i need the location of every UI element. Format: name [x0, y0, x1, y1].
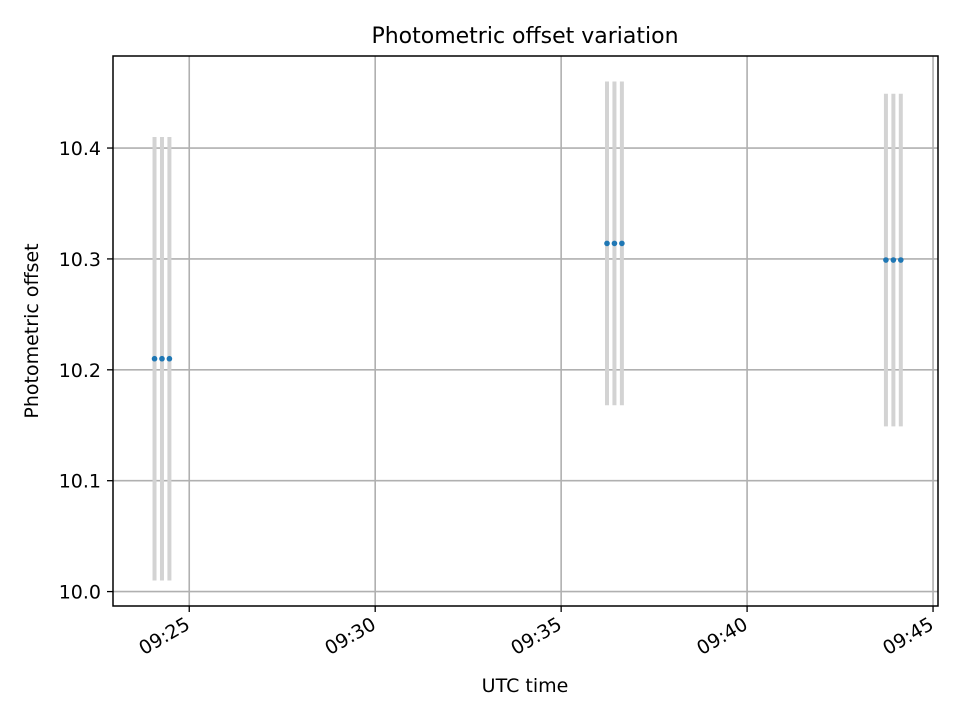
data-point: [159, 355, 165, 362]
y-tick-label: 10.4: [59, 138, 101, 160]
data-point: [883, 257, 889, 263]
y-tick-label: 10.1: [59, 471, 101, 493]
y-axis-label: Photometric offset: [21, 243, 43, 418]
data-point: [166, 355, 173, 362]
y-tick-label: 10.2: [59, 360, 101, 382]
grid: [113, 56, 938, 606]
data-point: [890, 257, 897, 263]
data-point: [619, 240, 625, 247]
chart-title: Photometric offset variation: [371, 24, 678, 49]
data-points: [151, 240, 904, 362]
data-point: [604, 240, 610, 247]
data-point: [611, 240, 618, 247]
x-axis-label: UTC time: [482, 675, 569, 697]
data-point: [898, 257, 904, 263]
plot-frame: [112, 55, 939, 607]
y-tick-label: 10.3: [59, 249, 101, 271]
data-point: [151, 355, 158, 362]
y-tick-label: 10.0: [59, 582, 101, 604]
